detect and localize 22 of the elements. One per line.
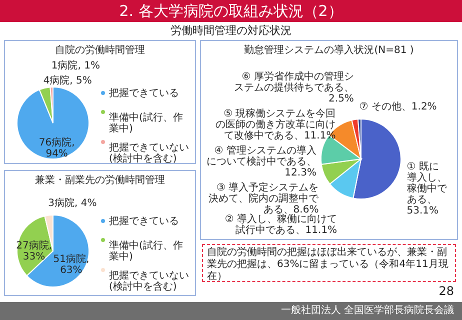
text: 一般社団法人 全国医学部長病院長会議 <box>280 305 454 317</box>
slice-label: ⑥ 厚労省作成中の管理システムの提供待ちである、2.5% <box>234 70 354 104</box>
data-label: 1病院, 1% <box>51 60 100 72</box>
data-label: 4病院, 5% <box>43 74 92 86</box>
legend-label: 把握できていない(検討中を含む) <box>109 270 189 292</box>
chart-title: 勤怠管理システムの導入状況(N=81 ) <box>244 44 414 56</box>
text: 労働時間管理の対応状況 <box>170 24 292 38</box>
legend-label: 把握できている <box>109 215 179 227</box>
text: 自院の労働時間管理 <box>55 44 145 56</box>
text: 28 <box>438 284 454 298</box>
slice-label: ② 導入し、稼働に向けて試行中である、11.1% <box>224 213 338 236</box>
legend-label: 準備中(試行、作業中) <box>109 240 183 262</box>
legend-label: 把握できている <box>109 87 179 99</box>
legend-label: 把握できていない(検討中を含む) <box>109 142 189 164</box>
slice-label: ④ 管理システムの導入について検討中である、12.3% <box>206 144 316 178</box>
pie-slice <box>16 86 90 160</box>
slice-label: ① 既に導入し、稼働中である、53.1% <box>406 161 448 216</box>
slice-label: ⑦ その他、1.2% <box>359 100 437 113</box>
text: 兼業・副業先の労働時間管理 <box>35 174 165 186</box>
data-label: 3病院, 4% <box>48 196 97 209</box>
data-label: 76病院, 94% <box>38 136 75 160</box>
legend-label: 準備中(試行、作業中) <box>109 112 183 134</box>
